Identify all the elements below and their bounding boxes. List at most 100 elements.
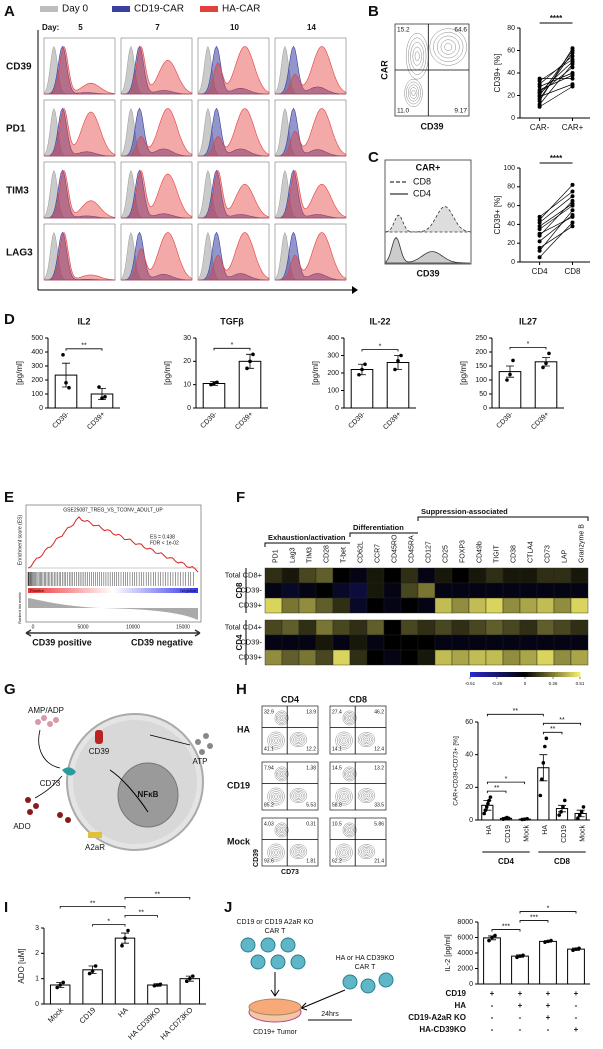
heatmap-cell [485,582,504,599]
heatmap-cell [536,597,555,614]
x-tick-label: 10000 [126,624,140,630]
contour [274,738,278,743]
contour [337,789,351,804]
quadrant-value: 14.1 [332,746,342,752]
significance-label: ** [90,900,96,907]
contour [338,847,350,858]
axis-label: CD73 [281,869,299,876]
quadrant-value: 9.17 [454,108,467,115]
row-label: Total CD4+ [225,622,263,631]
atp-molecule [207,743,213,749]
y-tick-label: 20 [183,358,191,365]
data-point [579,810,584,814]
data-point [537,214,542,219]
direction-label: CD39 positive [32,637,92,647]
heatmap-cell [315,597,334,614]
colorbar-step [497,672,501,677]
data-point [537,224,542,229]
condition-mark: - [575,1013,578,1022]
x-tick-label: CD39+ [530,411,550,431]
contour [345,769,354,779]
histogram-ha [198,108,270,157]
data-point [61,980,65,985]
end-label: Positive [30,588,45,593]
histogram-ha [121,45,193,95]
data-point [547,351,551,356]
heatmap-cell [519,597,538,614]
y-tick-label: 300 [327,352,339,359]
significance-label: *** [530,914,538,921]
colorbar-label: 0.51 [576,681,585,686]
y-axis-label: CAR+CD39+CD73+ [%] [453,736,460,806]
data-point [570,208,575,213]
data-point [399,353,403,358]
heatmap-cell [298,567,317,584]
y-tick-label: 0 [511,115,515,122]
flow-frame [261,705,319,755]
data-point [67,385,71,390]
colorbar-step [569,672,573,677]
contour [409,87,418,99]
y-tick-label: 40 [507,221,515,228]
y-tick-label: 200 [327,370,339,377]
quadrant-value: 32.9 [264,709,274,715]
heatmap-cell [366,567,385,584]
car-t-cell [270,954,286,970]
heatmap-cell [468,634,487,651]
contour [412,46,422,66]
amp-molecule [47,721,53,727]
end-label: Negative [180,588,197,593]
x-tick-label: HA CD39KO [126,1005,162,1041]
data-point [120,943,124,948]
heatmap-cell [536,582,555,599]
colorbar-step [500,672,504,677]
heatmap-cell [519,567,538,584]
heatmap-cell [281,582,300,599]
data-point [576,816,580,821]
histogram-ha [44,169,116,219]
column-label: PD1 [272,549,279,563]
contour [274,822,289,838]
column-label: CD45RO [391,534,398,563]
data-point [537,90,542,95]
contour [270,791,282,802]
pair-line [539,216,573,235]
heatmap-cell [570,634,589,651]
heatmap-cell [434,582,453,599]
histogram-ha [44,231,116,281]
condition-mark: - [491,1013,494,1022]
day: 14 [307,23,316,32]
column-label: Lag3 [289,547,296,563]
colorbar-step [533,672,537,677]
bar [534,361,558,409]
colorbar-step [489,672,493,677]
heatmap-cell [502,597,521,614]
heatmap-cell [485,567,504,584]
quadrant-value: 13.2 [374,765,384,771]
marker-label: TIM3 [6,186,29,197]
contour [361,847,372,857]
contour [274,794,278,799]
y-axis-label: [pg/ml] [459,361,468,385]
histogram-frame [384,159,472,265]
data-point [493,933,497,938]
flow-frame [261,761,319,811]
pair-line [539,50,573,96]
contour [364,793,369,798]
y-tick-label: 0 [469,817,473,824]
y-tick-label: 2 [35,950,39,957]
bar [179,978,201,1005]
significance-label: ** [550,726,556,733]
legend-label: HA-CAR [222,4,260,15]
contour [337,845,351,860]
row-label: CD39- [240,637,262,646]
data-point [570,65,575,70]
x-tick-label: CD8 [564,267,581,276]
significance-label: * [231,342,234,349]
significance-label: * [505,776,508,783]
heatmap-cell [383,649,402,666]
histogram-ha [198,46,270,95]
heatmap-cell [417,567,436,584]
contour [338,791,350,802]
